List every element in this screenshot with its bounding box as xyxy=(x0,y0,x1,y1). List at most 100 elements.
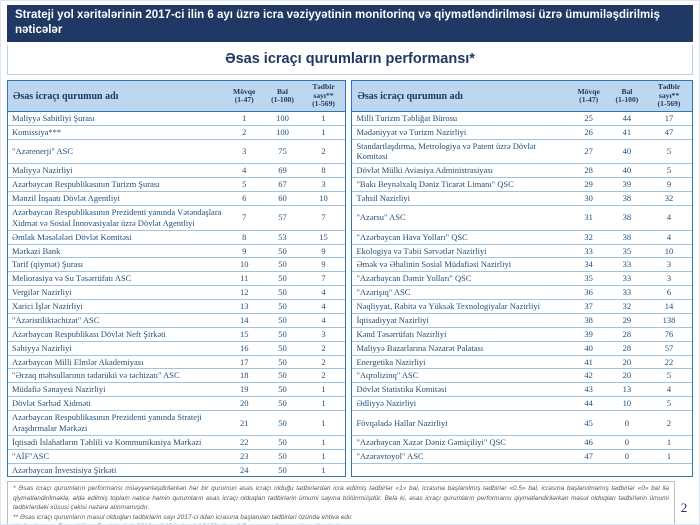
table-row: Səhiyyə Nazirliyi 16 50 2 Maliyyə Bazarların… xyxy=(7,340,694,356)
score-cell: 50 xyxy=(263,462,302,478)
actions-cell: 1 xyxy=(301,434,347,450)
score-cell: 50 xyxy=(263,368,302,383)
table-row: Maliyyə Nazirliyi 4 69 8 Dövlət Mülki Aviasi… xyxy=(7,163,694,178)
rank-cell: 11 xyxy=(225,271,264,286)
score-cell: 50 xyxy=(263,326,302,342)
table-gap xyxy=(345,177,352,192)
org-name-cell: Səhiyyə Nazirliyi xyxy=(7,340,226,356)
column-header-org-name-right: Əsas icraçı qurumun adı xyxy=(351,80,570,112)
actions-cell: 1 xyxy=(301,396,347,411)
table-row: Mərkəzi Bank 9 50 9 Ekologiya və Təbii Sərvə… xyxy=(7,243,694,258)
org-name-cell: "AİF"ASC xyxy=(7,448,226,464)
actions-cell: 1 xyxy=(301,410,347,436)
actions-cell: 5 xyxy=(646,396,694,411)
table-row: Əmlak Məsələləri Dövlət Komitəsi 8 53 15 "Az… xyxy=(7,229,694,245)
org-name-cell: "Azərenerji" ASC xyxy=(7,138,226,164)
score-cell: 57 xyxy=(263,204,302,231)
column-header-rank-left: Mövqe (1-47) xyxy=(225,80,264,112)
score-cell: 35 xyxy=(607,243,647,258)
actions-cell: 2 xyxy=(301,354,347,369)
score-cell: 13 xyxy=(607,382,647,397)
rank-cell: 47 xyxy=(569,448,608,464)
org-name-cell: "Azəravtoyol" ASC xyxy=(351,448,570,464)
rank-cell: 17 xyxy=(225,354,264,369)
table-row: İqtisadi İslahatların Təhlili və Kommuni… xyxy=(7,434,694,450)
rank-cell: 30 xyxy=(569,191,608,206)
score-cell: 40 xyxy=(607,138,647,164)
actions-cell: 14 xyxy=(646,299,694,314)
score-cell: 10 xyxy=(607,396,647,411)
org-name-cell: Xarici İşlər Nazirliyi xyxy=(7,299,226,314)
org-name-cell: Mədəniyyət və Turizm Nazirliyi xyxy=(351,124,570,140)
rank-cell: 1 xyxy=(242,112,247,123)
org-name-cell: Azərbaycan Milli Elmlər Akademiyası xyxy=(7,354,226,369)
table-gap xyxy=(345,205,352,231)
rank-cell: 27 xyxy=(569,138,608,164)
rank-cell: 35 xyxy=(569,271,608,286)
rank-cell: 44 xyxy=(569,396,608,411)
rank-cell: 22 xyxy=(225,434,264,450)
table-row: Azərbaycan Milli Elmlər Akademiyası 17 50 2… xyxy=(7,354,694,369)
score-cell: 50 xyxy=(263,382,302,397)
rank-cell: 37 xyxy=(569,299,608,314)
column-header-rank-right: Mövqe (1-47) xyxy=(569,80,608,112)
score-cell: 50 xyxy=(263,434,302,450)
score-cell: 50 xyxy=(263,312,302,328)
org-name-cell: Təhsil Nazirliyi xyxy=(351,191,570,206)
org-name-cell: Azərbaycan İnvestisiya Şirkəti xyxy=(7,462,226,478)
score-cell: 67 xyxy=(263,177,302,192)
table-gap xyxy=(345,327,352,342)
score-cell: 100 xyxy=(276,112,289,123)
actions-cell: 1 xyxy=(646,448,694,464)
rank-cell: 14 xyxy=(225,312,264,328)
org-name-cell: Əmək və Əhalinin Sosial Müdafiəsi Nazirl… xyxy=(351,257,570,272)
actions-cell: 2 xyxy=(301,340,347,356)
score-cell: 50 xyxy=(263,340,302,356)
org-name-cell: Maliyyə Sabitliyi Şurası xyxy=(7,111,226,126)
rank-cell: 4 xyxy=(225,163,264,178)
rank-cell: 46 xyxy=(569,434,608,450)
org-name-cell: Vergilər Nazirliyi xyxy=(7,285,226,300)
table-row: Meliorasiya və Su Təsərrüfatı ASC 11 50 7 "A… xyxy=(7,271,694,286)
rank-cell: 10 xyxy=(225,257,264,272)
table-row: "Azərenerji" ASC 3 75 2 Standartlaşdırma, Me… xyxy=(7,138,694,164)
actions-cell: 1 xyxy=(301,462,347,478)
org-name-cell: Ekologiya və Təbii Sərvətlər Nazirliyi xyxy=(351,243,570,258)
column-header-actions-left: Tədbir sayı** (1-569) xyxy=(301,80,347,112)
rank-cell: 9 xyxy=(225,243,264,258)
actions-cell: 22 xyxy=(646,354,694,369)
actions-cell: 5 xyxy=(646,368,694,383)
org-name-cell: İqtisadi İslahatların Təhlili və Kommuni… xyxy=(7,434,226,450)
score-cell: 38 xyxy=(607,229,647,245)
org-name-cell: Azərbaycan Respublikasının Prezidenti ya… xyxy=(7,204,226,231)
rank-cell: 43 xyxy=(569,382,608,397)
page-title: Əsas icraçı qurumların performansı* xyxy=(225,51,475,68)
score-cell: 50 xyxy=(263,285,302,300)
org-name-cell: Dövlət Mülki Aviasiya Administrasiyası xyxy=(351,163,570,178)
table-gap xyxy=(345,396,352,411)
table-gap xyxy=(345,449,352,464)
org-name-cell: Maliyyə Bazarlarına Nəzarət Palatası xyxy=(351,340,570,356)
table-gap xyxy=(345,382,352,397)
table-gap xyxy=(345,410,352,436)
rank-cell: 29 xyxy=(569,177,608,192)
table-row: Azərbaycan Respublikasının Prezidenti ya… xyxy=(7,204,694,231)
org-name-cell: Kənd Təsərrüfatı Nazirliyi xyxy=(351,326,570,342)
org-name-cell: Mərkəzi Bank xyxy=(7,243,226,258)
table-row: "AİF"ASC 23 50 1 "Azəravtoyol" ASC 47 0 1 xyxy=(7,448,694,464)
rank-cell: 12 xyxy=(225,285,264,300)
score-cell: 50 xyxy=(263,410,302,436)
actions-cell: 5 xyxy=(646,138,694,164)
column-header-score-right: Bal (1-100) xyxy=(607,80,647,112)
table-gap xyxy=(345,80,352,112)
score-cell: 44 xyxy=(622,112,632,123)
footnote-commission: *** Azərbaycan Respublikası Prezidentini… xyxy=(13,522,669,524)
actions-cell: 1 xyxy=(301,111,347,126)
table-row: Dövlət Sərhəd Xidməti 20 50 1 Ədliyyə Nazirl… xyxy=(7,396,694,411)
table-row: "Ərzaq məhsullarının tədarükü və təchiza… xyxy=(7,368,694,383)
org-name-cell: "Azərbaycan Hava Yolları" QSC xyxy=(351,229,570,245)
rank-cell: 24 xyxy=(225,462,264,478)
actions-cell: 3 xyxy=(646,257,694,272)
org-name-cell: Meliorasiya və Su Təsərrüfatı ASC xyxy=(7,271,226,286)
